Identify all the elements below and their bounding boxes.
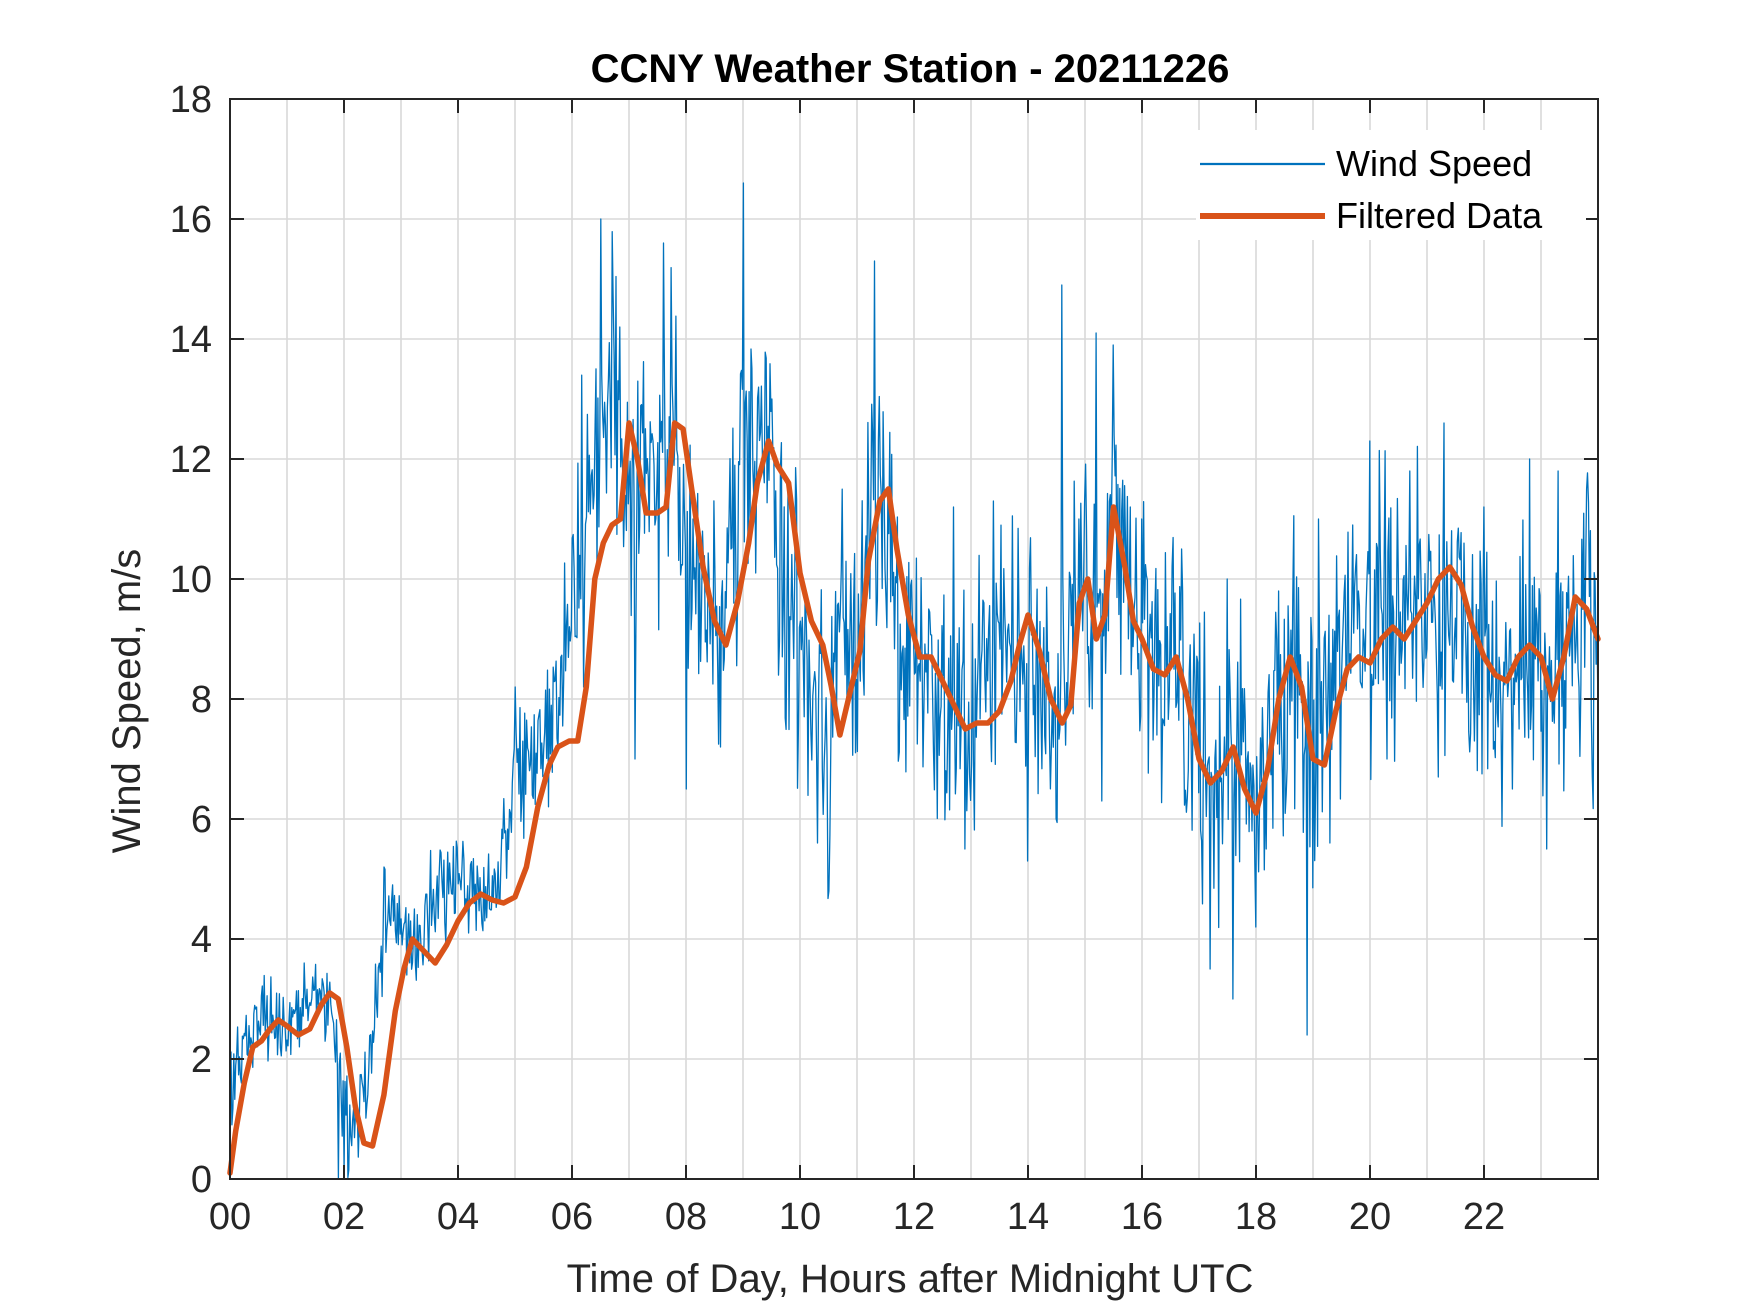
x-tick-label: 16	[1121, 1196, 1163, 1238]
y-tick-label: 18	[170, 79, 212, 121]
legend-label-wind-speed: Wind Speed	[1336, 143, 1532, 184]
x-tick-label: 20	[1349, 1196, 1391, 1238]
y-tick-label: 8	[191, 679, 212, 721]
x-tick-label: 00	[209, 1196, 251, 1238]
y-tick-label: 12	[170, 439, 212, 481]
y-tick-label: 4	[191, 919, 212, 961]
x-tick-label: 10	[779, 1196, 821, 1238]
x-tick-label: 02	[323, 1196, 365, 1238]
y-tick-label: 16	[170, 199, 212, 241]
y-tick-label: 0	[191, 1159, 212, 1201]
series-filtered-data-line	[227, 420, 1601, 1176]
legend-label-filtered-data: Filtered Data	[1336, 195, 1543, 236]
x-tick-label: 14	[1007, 1196, 1049, 1238]
y-axis-label: Wind Speed, m/s	[105, 549, 149, 854]
y-tick-label: 10	[170, 559, 212, 601]
chart-title: CCNY Weather Station - 20211226	[591, 47, 1230, 91]
x-tick-label: 06	[551, 1196, 593, 1238]
x-axis-label: Time of Day, Hours after Midnight UTC	[567, 1257, 1254, 1301]
x-tick-label: 12	[893, 1196, 935, 1238]
y-tick-label: 6	[191, 799, 212, 841]
x-tick-label: 22	[1463, 1196, 1505, 1238]
y-tick-label: 2	[191, 1039, 212, 1081]
x-tick-label: 08	[665, 1196, 707, 1238]
x-tick-label: 18	[1235, 1196, 1277, 1238]
x-tick-label: 04	[437, 1196, 479, 1238]
series-wind-speed-line	[229, 182, 1599, 1180]
y-tick-label: 14	[170, 319, 212, 361]
legend: Wind Speed Filtered Data	[1196, 130, 1586, 240]
legend-box	[1196, 130, 1586, 240]
